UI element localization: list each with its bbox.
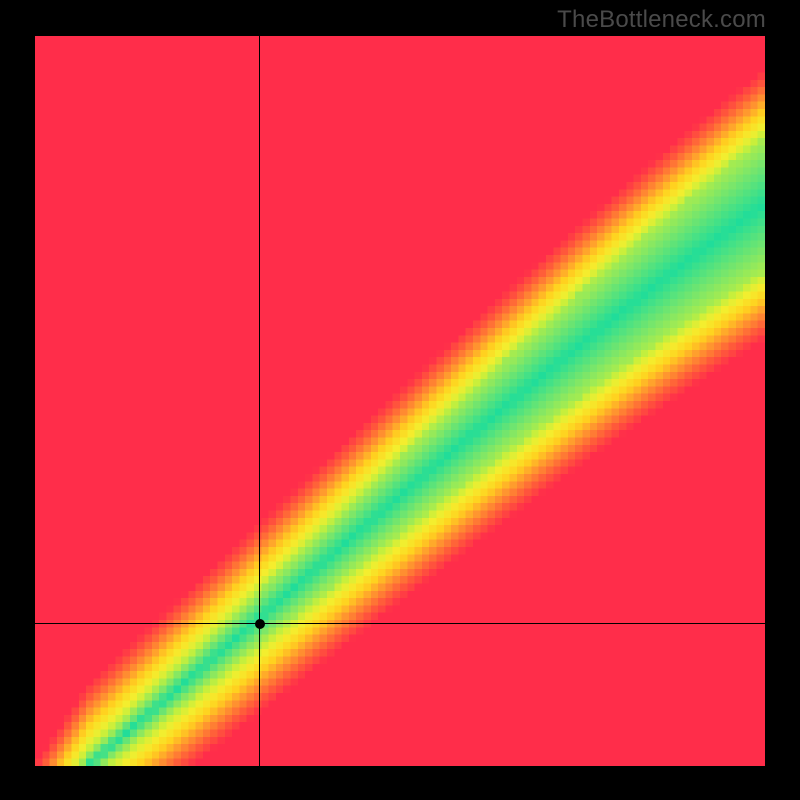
bottleneck-marker xyxy=(255,619,265,629)
heatmap-canvas xyxy=(35,36,765,766)
crosshair-horizontal xyxy=(35,623,765,624)
heatmap-plot xyxy=(35,36,765,766)
watermark-text: TheBottleneck.com xyxy=(557,6,766,34)
crosshair-vertical xyxy=(259,36,260,766)
